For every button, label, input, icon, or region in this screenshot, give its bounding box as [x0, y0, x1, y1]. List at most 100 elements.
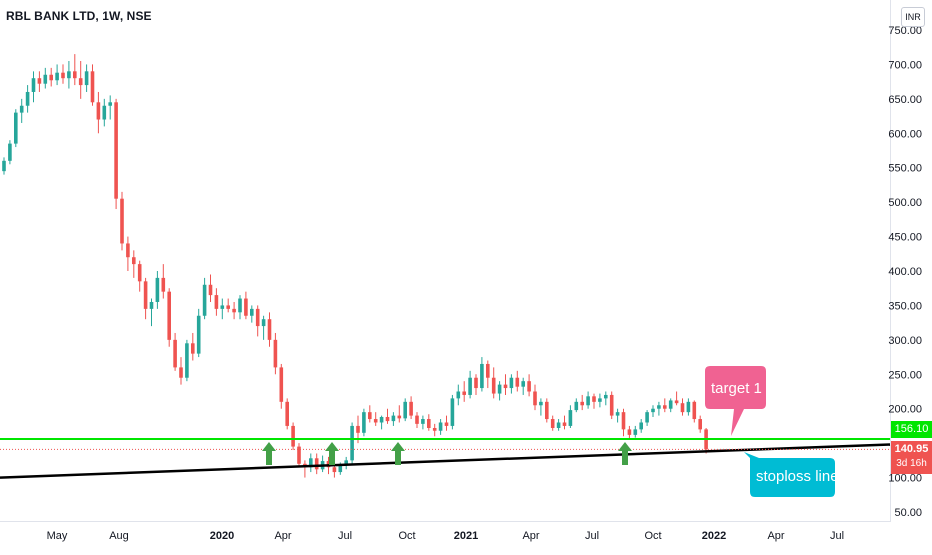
candle-body — [686, 401, 691, 413]
candle-body — [137, 264, 142, 282]
candle-body — [609, 394, 614, 416]
candle-body — [67, 71, 71, 79]
candle-body — [503, 384, 508, 389]
time-tick-label: Oct — [398, 530, 415, 542]
candle-body — [214, 295, 219, 309]
candle-body — [356, 425, 360, 433]
candle-body — [149, 301, 154, 309]
candle-body — [373, 419, 378, 423]
candle-body — [96, 102, 101, 120]
time-tick-label: Apr — [522, 530, 539, 542]
candle-body — [244, 298, 248, 316]
candle-body — [491, 377, 496, 394]
candle-body — [102, 105, 107, 120]
candle-body — [232, 308, 236, 313]
time-tick-label: Apr — [274, 530, 291, 542]
candle-body — [562, 422, 567, 426]
candle-body — [226, 305, 230, 309]
candle-body — [179, 367, 183, 378]
price-tick-label: 650.00 — [888, 94, 922, 106]
candle-body — [84, 71, 89, 86]
last-price-label: 140.95 3d 16h — [891, 441, 932, 474]
candle-body — [415, 415, 419, 424]
candle-body — [462, 391, 466, 395]
candle-body — [668, 400, 673, 409]
symbol-title[interactable]: RBL BANK LTD, 1W, NSE — [6, 9, 152, 23]
candle-body — [362, 412, 366, 433]
candle-body — [438, 422, 443, 431]
candle-body — [167, 291, 171, 340]
currency-badge[interactable]: INR — [901, 7, 925, 27]
time-tick-label: 2021 — [454, 530, 478, 542]
candle-body — [14, 112, 18, 144]
candle-body — [309, 458, 313, 468]
candle-body — [108, 102, 112, 106]
candle-body — [568, 410, 573, 426]
candle-body — [521, 381, 525, 387]
candle-body — [161, 277, 166, 292]
candle-body — [645, 412, 649, 423]
candle-body — [273, 339, 278, 368]
candle-body — [143, 281, 148, 309]
candle-body — [627, 429, 632, 435]
candle-body — [196, 315, 201, 354]
time-tick-label: Apr — [767, 530, 784, 542]
candle-body — [61, 72, 65, 79]
candle-body — [37, 78, 42, 84]
candle-body — [539, 401, 543, 406]
candle-body — [338, 465, 343, 473]
candle-body — [379, 416, 384, 423]
candle-body — [663, 405, 667, 409]
price-tick-label: 400.00 — [888, 266, 922, 278]
candle-body — [680, 403, 685, 413]
price-tick-label: 600.00 — [888, 128, 922, 140]
candle-body — [527, 381, 531, 392]
candle-body — [332, 467, 337, 473]
candle-body — [580, 401, 584, 406]
candle-body — [120, 198, 124, 244]
candle-body — [191, 343, 195, 354]
candle-body — [480, 363, 484, 389]
candle-body — [350, 425, 354, 461]
target-annotation[interactable]: target 1 — [711, 380, 762, 397]
candle-body — [43, 74, 48, 84]
candle-body — [639, 422, 643, 430]
candle-body — [444, 422, 449, 426]
price-tick-label: 300.00 — [888, 335, 922, 347]
candle-body — [468, 377, 472, 395]
candle-body — [368, 412, 372, 420]
price-tick-label: 700.00 — [888, 59, 922, 71]
time-tick-label: 2020 — [210, 530, 234, 542]
candle-body — [132, 257, 136, 265]
price-tick-label: 100.00 — [888, 473, 922, 485]
candle-body — [515, 377, 520, 387]
candle-body — [155, 277, 160, 302]
candle-body — [314, 458, 319, 470]
target-bubble-shape — [705, 366, 766, 436]
candle-body — [421, 419, 425, 424]
candle-body — [114, 102, 118, 199]
candle-body — [208, 284, 213, 296]
candle-body — [344, 460, 348, 466]
candle-body — [255, 308, 260, 327]
time-axis[interactable]: May Aug 2020 Apr Jul Oct 2021 Apr Jul Oct 2022 Apr J… — [47, 530, 844, 542]
price-tick-label: 200.00 — [888, 404, 922, 416]
time-tick-label: May — [47, 530, 68, 542]
price-tick-label: 550.00 — [888, 163, 922, 175]
candle-body — [409, 401, 413, 416]
price-tick-label: 50.00 — [894, 507, 922, 519]
candle-body — [126, 243, 130, 258]
stoploss-annotation[interactable]: stoploss line — [756, 468, 839, 485]
candle-body — [220, 305, 225, 309]
candle-body — [19, 105, 24, 113]
last-price-text: 140.95 — [894, 443, 929, 455]
candle-body — [397, 415, 402, 419]
up-arrow-icon — [391, 441, 405, 465]
candle-body — [533, 391, 537, 406]
candle-body — [297, 446, 301, 464]
candle-body — [73, 71, 77, 79]
trendline — [0, 443, 891, 479]
candles — [2, 54, 708, 478]
price-axis[interactable]: 50.00 100.00 200.00 250.00 300.00 350.00 400.0… — [888, 25, 922, 519]
